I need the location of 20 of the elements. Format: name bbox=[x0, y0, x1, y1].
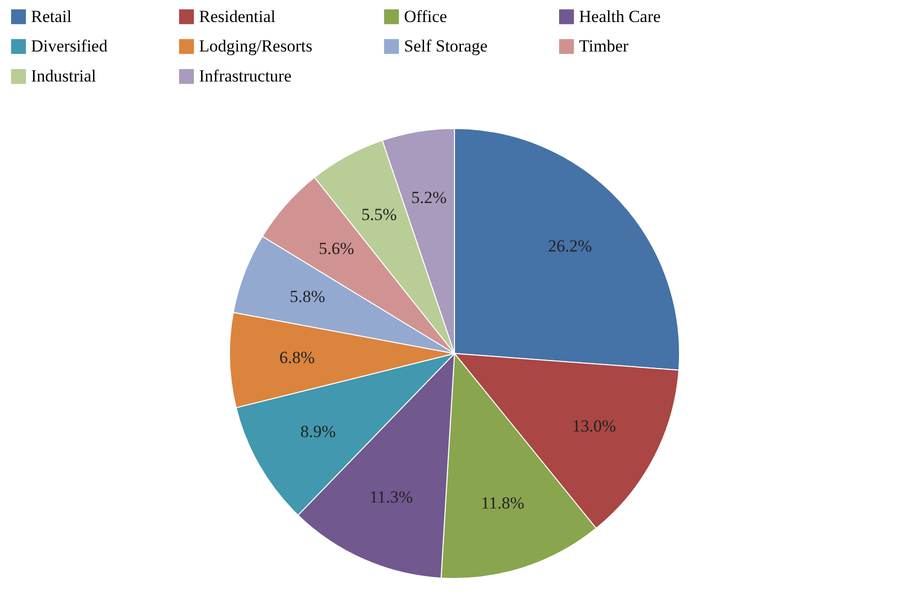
data-label: 6.8% bbox=[279, 348, 315, 368]
data-label: 13.0% bbox=[572, 416, 616, 436]
data-label: 11.8% bbox=[481, 493, 524, 512]
legend-label: Lodging/Resorts bbox=[199, 36, 312, 56]
legend-label: Self Storage bbox=[404, 36, 488, 56]
data-label: 26.2% bbox=[548, 236, 592, 256]
legend-label: Residential bbox=[199, 6, 276, 26]
legend-label: Health Care bbox=[579, 6, 661, 26]
legend-label: Retail bbox=[31, 6, 72, 26]
legend-label: Timber bbox=[579, 36, 629, 56]
data-label: 5.2% bbox=[411, 188, 447, 208]
data-label: 8.9% bbox=[300, 422, 336, 442]
data-label: 11.3% bbox=[369, 488, 413, 507]
legend-label: Diversified bbox=[31, 36, 108, 56]
legend-label: Infrastructure bbox=[199, 66, 292, 86]
legend-label: Office bbox=[404, 6, 448, 26]
data-label: 5.8% bbox=[290, 287, 326, 306]
legend-label: Industrial bbox=[31, 66, 96, 86]
data-label: 5.5% bbox=[361, 205, 397, 224]
data-label: 5.6% bbox=[318, 239, 354, 258]
